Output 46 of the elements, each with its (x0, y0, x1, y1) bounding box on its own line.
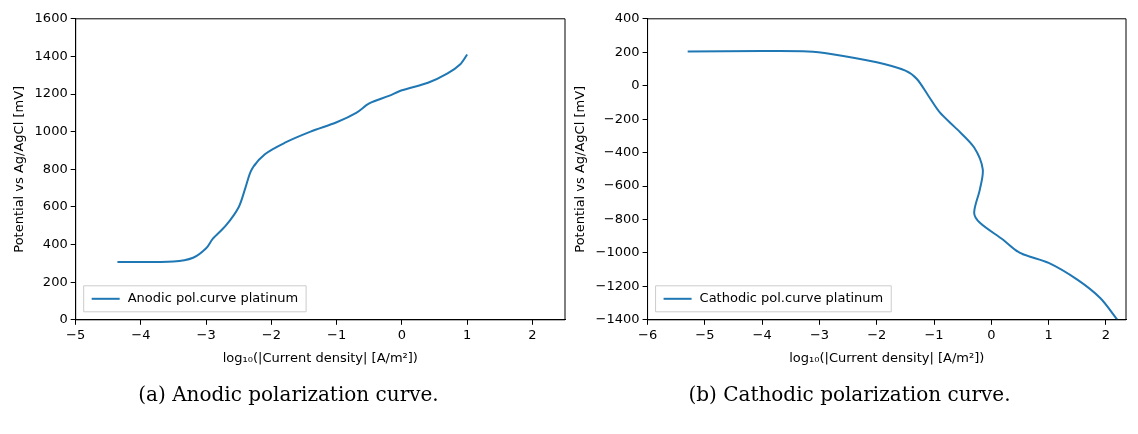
y-tick-label: 1600 (34, 10, 68, 26)
y-tick-label: 400 (614, 10, 640, 26)
y-tick-label: −1400 (595, 311, 640, 327)
x-tick-label: −3 (196, 326, 216, 342)
x-tick-label: −2 (867, 326, 887, 342)
y-tick-label: 200 (614, 43, 640, 59)
y-tick-label: −600 (603, 177, 640, 193)
y-tick-label: −200 (603, 110, 640, 126)
x-tick-label: 2 (528, 326, 537, 342)
x-tick-label: −4 (131, 326, 151, 342)
y-tick-label: −400 (603, 143, 640, 159)
x-tick-label: 1 (463, 326, 472, 342)
legend-label: Cathodic pol.curve platinum (699, 290, 884, 306)
x-tick-label: −2 (261, 326, 281, 342)
y-tick-label: 400 (42, 235, 68, 251)
legend-label: Anodic pol.curve platinum (127, 290, 299, 306)
x-tick-label: 2 (1101, 326, 1111, 342)
y-tick-label: −1200 (595, 277, 640, 293)
y-tick-label: 0 (59, 311, 68, 327)
x-axis-title: log₁₀(|Current density| [A/m²]) (222, 349, 418, 365)
x-tick-label: 0 (987, 326, 996, 342)
y-tick-label: 600 (42, 198, 68, 214)
y-tick-label: −800 (603, 210, 640, 226)
y-tick-label: −1000 (595, 244, 640, 260)
x-tick-label: −6 (637, 326, 658, 342)
y-tick-label: 1000 (34, 123, 68, 139)
y-tick-label: 1400 (34, 47, 68, 63)
x-tick-label: −5 (695, 326, 715, 342)
x-tick-label: 0 (397, 326, 407, 342)
x-axis-title: log₁₀(|Current density| [A/m²]) (789, 349, 985, 365)
x-tick-label: −3 (809, 326, 830, 342)
line-series (116, 53, 469, 264)
y-tick-label: 200 (42, 273, 68, 289)
y-tick-label: 0 (631, 77, 640, 93)
x-tick-label: −4 (752, 326, 772, 342)
y-tick-label: 800 (42, 160, 68, 176)
y-axis-title: Potential vs Ag/AgCl [mV] (572, 85, 588, 253)
text: (a) Anodic polarization curve. (137, 382, 440, 406)
line-series (686, 50, 1119, 320)
text: (b) Cathodic polarization curve. (687, 382, 1012, 406)
y-tick-label: 1200 (34, 85, 68, 101)
x-tick-label: −5 (66, 326, 86, 342)
x-tick-label: 1 (1044, 326, 1053, 342)
x-tick-label: −1 (327, 326, 347, 342)
x-tick-label: −1 (924, 326, 944, 342)
y-axis-title: Potential vs Ag/AgCl [mV] (11, 85, 27, 253)
